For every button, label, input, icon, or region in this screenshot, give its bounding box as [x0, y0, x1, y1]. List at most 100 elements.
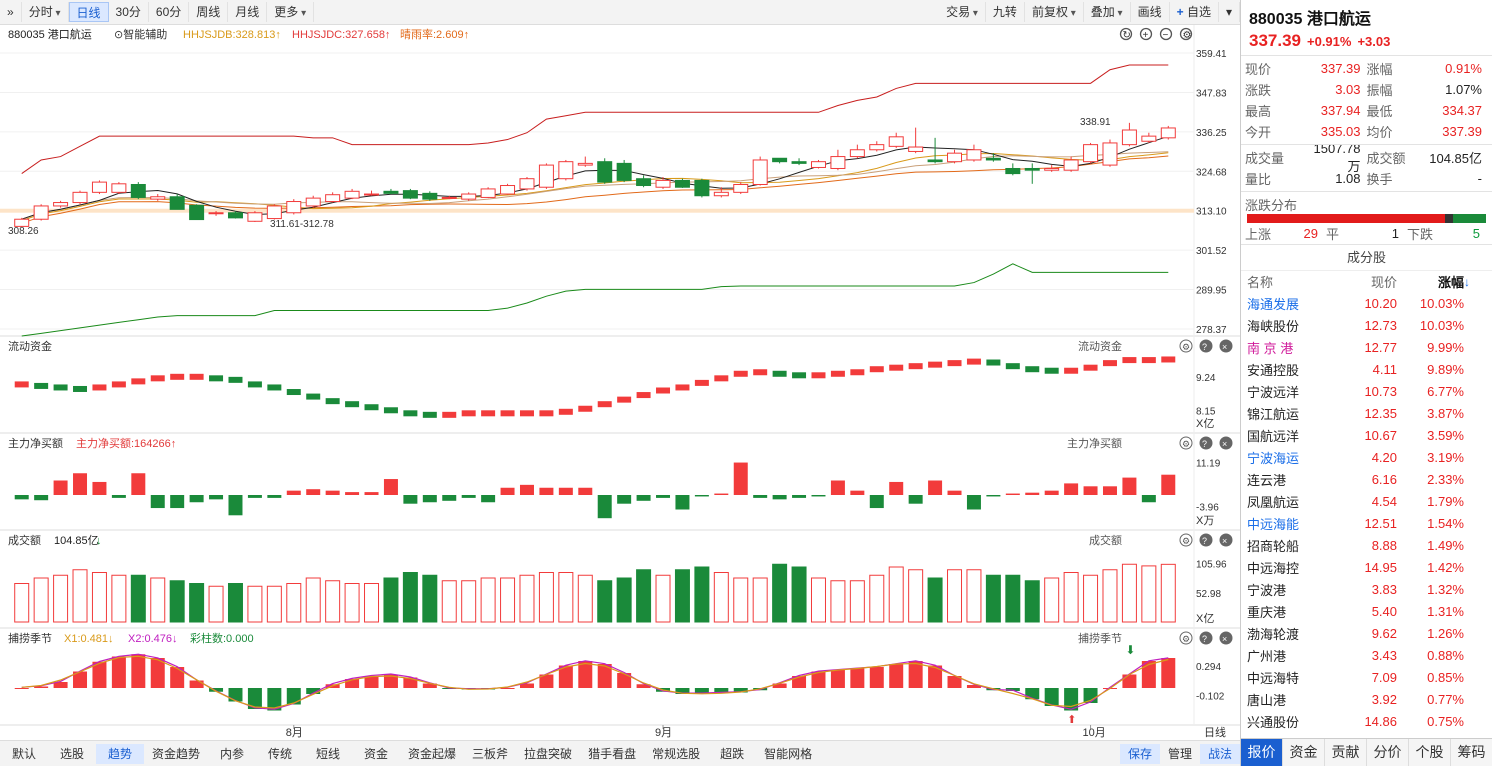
period-label: 日线: [1204, 725, 1226, 739]
toolbar-right-0[interactable]: 交易: [939, 2, 986, 22]
period-tab-5[interactable]: 月线: [228, 2, 268, 22]
indicator-tab-0[interactable]: 默认: [11, 746, 36, 761]
fund-flow-bar: [830, 370, 845, 377]
indicator-tab-9[interactable]: 三板斧: [472, 746, 509, 761]
indicator-tab-14[interactable]: 智能网格: [764, 746, 813, 761]
component-row[interactable]: 国航远洋 10.67 3.59%: [1241, 424, 1492, 446]
toolbar-right-1[interactable]: 九转: [986, 2, 1025, 22]
indicator-tab-13[interactable]: 超跌: [720, 746, 745, 761]
turnover-bar: [150, 577, 166, 623]
add-icon[interactable]: +: [1139, 27, 1153, 42]
toolbar-right-5[interactable]: + 自选: [1170, 2, 1219, 22]
bottom-right-1[interactable]: 管理: [1167, 746, 1192, 761]
toolbar-right-2[interactable]: 前复权: [1025, 2, 1084, 22]
indicator-tab-2[interactable]: 趋势: [96, 743, 144, 764]
component-row[interactable]: 连云港 6.16 2.33%: [1241, 468, 1492, 490]
fund-flow-bar: [1141, 357, 1156, 364]
minus-icon[interactable]: −: [1159, 27, 1173, 42]
indicator-tab-7[interactable]: 资金: [364, 746, 389, 761]
indicator-tab-8[interactable]: 资金起爆: [408, 746, 457, 761]
indicator-tab-6[interactable]: 短线: [316, 746, 341, 761]
period-tab-2[interactable]: 30分: [109, 2, 149, 22]
component-row[interactable]: 宁波港 3.83 1.32%: [1241, 578, 1492, 600]
dropdown-toggle-icon[interactable]: ▾: [1219, 2, 1240, 22]
component-row[interactable]: 宁波海运 4.20 3.19%: [1241, 446, 1492, 468]
component-row[interactable]: 中远海特 7.09 0.85%: [1241, 666, 1492, 688]
component-price: 10.67: [1364, 427, 1397, 443]
quote-label: 现价: [1245, 62, 1272, 77]
component-row[interactable]: 中远海控 14.95 1.42%: [1241, 556, 1492, 578]
component-row[interactable]: 重庆港 5.40 1.31%: [1241, 600, 1492, 622]
component-row[interactable]: 海峡股份 12.73 10.03%: [1241, 314, 1492, 336]
component-row[interactable]: 唐山港 3.92 0.77%: [1241, 688, 1492, 710]
component-row[interactable]: 渤海轮渡 9.62 1.26%: [1241, 622, 1492, 644]
close-icon[interactable]: ×: [1219, 436, 1233, 450]
net-buy-bar: [966, 495, 981, 510]
sort-down-icon[interactable]: ↓: [1464, 274, 1470, 289]
settings-icon[interactable]: ⚙: [1179, 339, 1193, 353]
refresh-icon[interactable]: ↻: [1119, 27, 1133, 42]
help-icon[interactable]: ?: [1199, 436, 1213, 450]
right-tab-5[interactable]: 筹码: [1451, 739, 1492, 766]
period-tab-0[interactable]: 分时: [22, 2, 69, 22]
help-icon[interactable]: ?: [1199, 533, 1213, 547]
help-icon[interactable]: ?: [1199, 631, 1213, 645]
turnover-bar: [1141, 565, 1157, 623]
indicator-tab-4[interactable]: 内参: [220, 746, 245, 761]
right-tab-2[interactable]: 贡献: [1325, 739, 1367, 766]
settings-icon[interactable]: ⚙: [1179, 533, 1193, 547]
indicator-tab-12[interactable]: 常规选股: [652, 746, 701, 761]
right-tab-0[interactable]: 报价: [1241, 739, 1283, 766]
bottom-right-0[interactable]: 保存: [1119, 743, 1160, 764]
comp-header-1[interactable]: 现价: [1370, 275, 1397, 290]
comp-header-0[interactable]: 名称: [1247, 275, 1274, 290]
toolbar-right-3[interactable]: 叠加: [1084, 2, 1131, 22]
component-row[interactable]: 海通发展 10.20 10.03%: [1241, 292, 1492, 314]
indicator-tab-10[interactable]: 拉盘突破: [524, 746, 573, 761]
component-pct: 0.88%: [1427, 647, 1464, 663]
right-tab-4[interactable]: 个股: [1409, 739, 1451, 766]
settings-icon[interactable]: ⚙: [1179, 631, 1193, 645]
close-icon[interactable]: ×: [1219, 533, 1233, 547]
bottom-right-2[interactable]: 战法: [1199, 743, 1240, 764]
help-icon[interactable]: ?: [1199, 339, 1213, 353]
component-price: 3.92: [1371, 691, 1397, 707]
chart-area[interactable]: 359.41 347.83 336.25 324.68 313.10 301.52 289.…: [0, 25, 1240, 740]
expand-icon[interactable]: »: [0, 2, 22, 22]
comp-header-2[interactable]: 涨幅: [1437, 275, 1464, 290]
right-tab-3[interactable]: 分价: [1367, 739, 1409, 766]
indicator-tab-5[interactable]: 传统: [268, 746, 293, 761]
component-row[interactable]: 中远海能 12.51 1.54%: [1241, 512, 1492, 534]
component-row[interactable]: 南 京 港 12.77 9.99%: [1241, 336, 1492, 358]
component-row[interactable]: 广州港 3.43 0.88%: [1241, 644, 1492, 666]
close-icon[interactable]: ×: [1219, 339, 1233, 353]
component-price: 5.40: [1371, 603, 1397, 619]
component-row[interactable]: 招商轮船 8.88 1.49%: [1241, 534, 1492, 556]
component-row[interactable]: 锦江航运 12.35 3.87%: [1241, 402, 1492, 424]
close-icon[interactable]: ×: [1219, 631, 1233, 645]
indicator-tab-11[interactable]: 猎手看盘: [588, 746, 637, 761]
component-row[interactable]: 兴通股份 14.86 0.75%: [1241, 710, 1492, 732]
turnover-bar: [189, 583, 205, 623]
season-bar: [928, 665, 943, 688]
period-tab-4[interactable]: 周线: [189, 2, 229, 22]
assist-toggle[interactable]: ⊙智能辅助: [114, 27, 167, 41]
right-tab-1[interactable]: 资金: [1283, 739, 1325, 766]
net-buy-bar: [500, 487, 515, 495]
indicator-tab-1[interactable]: 选股: [59, 746, 84, 761]
period-tab-6[interactable]: 更多: [267, 2, 315, 22]
component-row[interactable]: 宁波远洋 10.73 6.77%: [1241, 380, 1492, 402]
toolbar-right-4[interactable]: 画线: [1131, 2, 1170, 22]
season-bar: [131, 654, 146, 688]
fund-flow-bar: [306, 393, 321, 400]
component-row[interactable]: 安通控股 4.11 9.89%: [1241, 358, 1492, 380]
component-row[interactable]: 凤凰航运 4.54 1.79%: [1241, 490, 1492, 512]
period-tab-3[interactable]: 60分: [149, 2, 190, 22]
net-buy-bar: [733, 462, 748, 495]
period-tab-1[interactable]: 日线: [68, 2, 109, 22]
dist-down-label: 下跌: [1407, 227, 1434, 242]
indicator-tab-3[interactable]: 资金趋势: [152, 746, 201, 761]
settings-icon[interactable]: ⚙: [1179, 436, 1193, 450]
net-buy-bar: [286, 490, 301, 495]
settings-icon[interactable]: ⚙: [1179, 27, 1193, 42]
